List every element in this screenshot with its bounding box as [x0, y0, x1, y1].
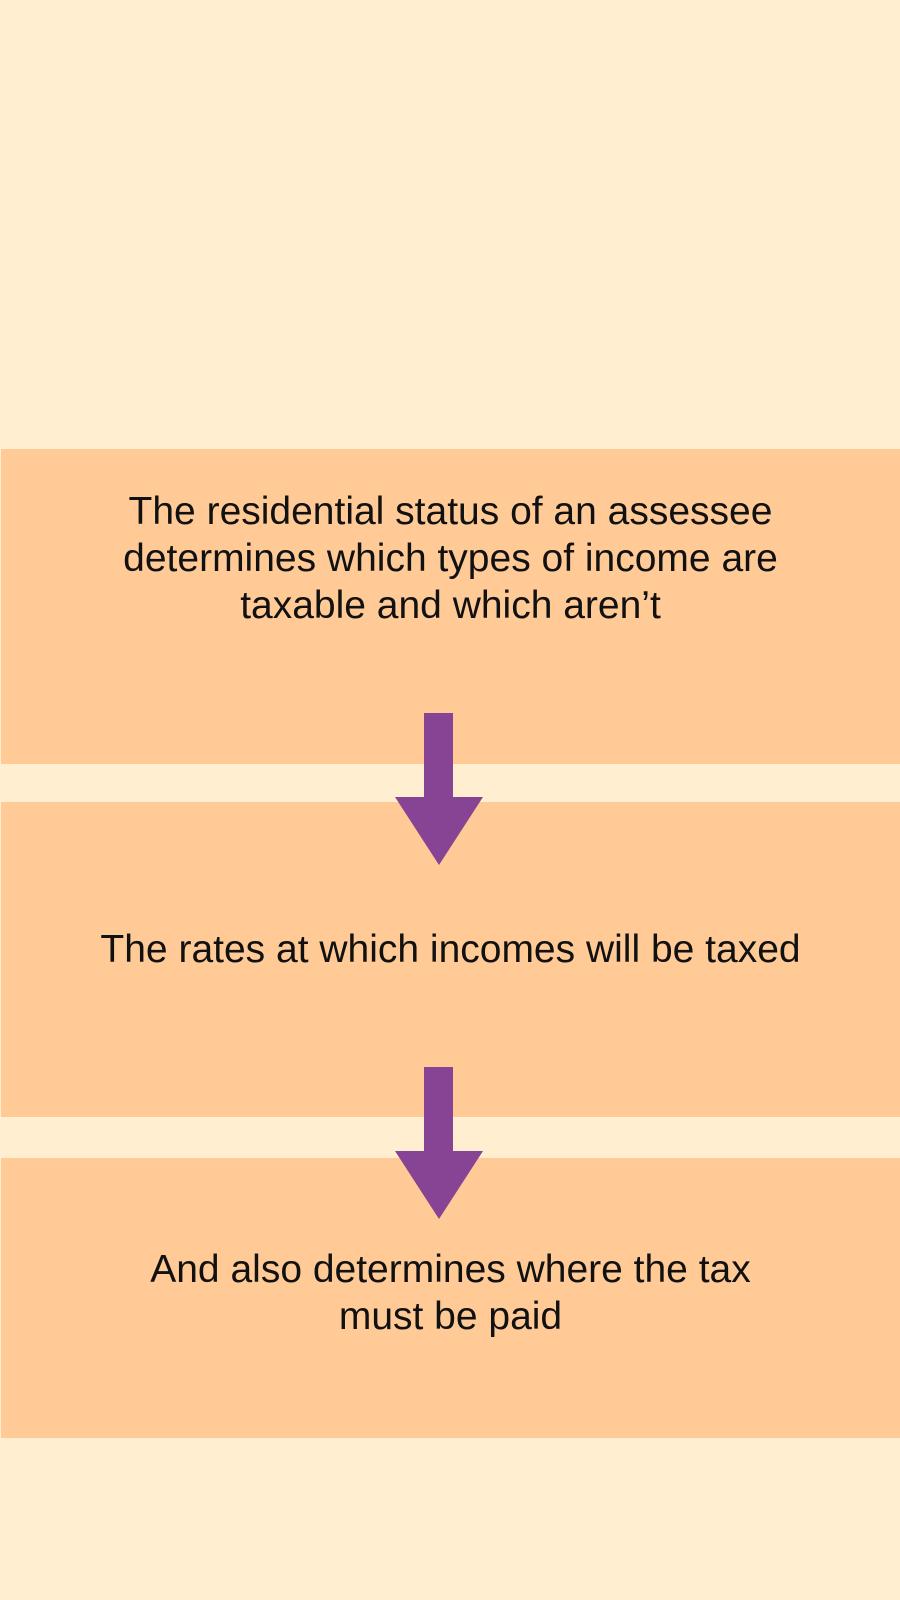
- arrow-down-icon: [395, 1067, 483, 1219]
- flow-step-text: The residential status of an assessee de…: [123, 490, 778, 627]
- flow-step-box: And also determines where the tax must b…: [1, 1158, 900, 1438]
- flow-step-text: And also determines where the tax must b…: [150, 1248, 751, 1338]
- arrow-down-shape: [395, 713, 483, 865]
- arrow-down-shape: [395, 1067, 483, 1219]
- arrow-down-icon: [395, 713, 483, 865]
- flow-step-box: The rates at which incomes will be taxed: [1, 802, 900, 1117]
- flow-step-box: The residential status of an assessee de…: [1, 449, 900, 764]
- flow-step-text: The rates at which incomes will be taxed: [100, 928, 801, 971]
